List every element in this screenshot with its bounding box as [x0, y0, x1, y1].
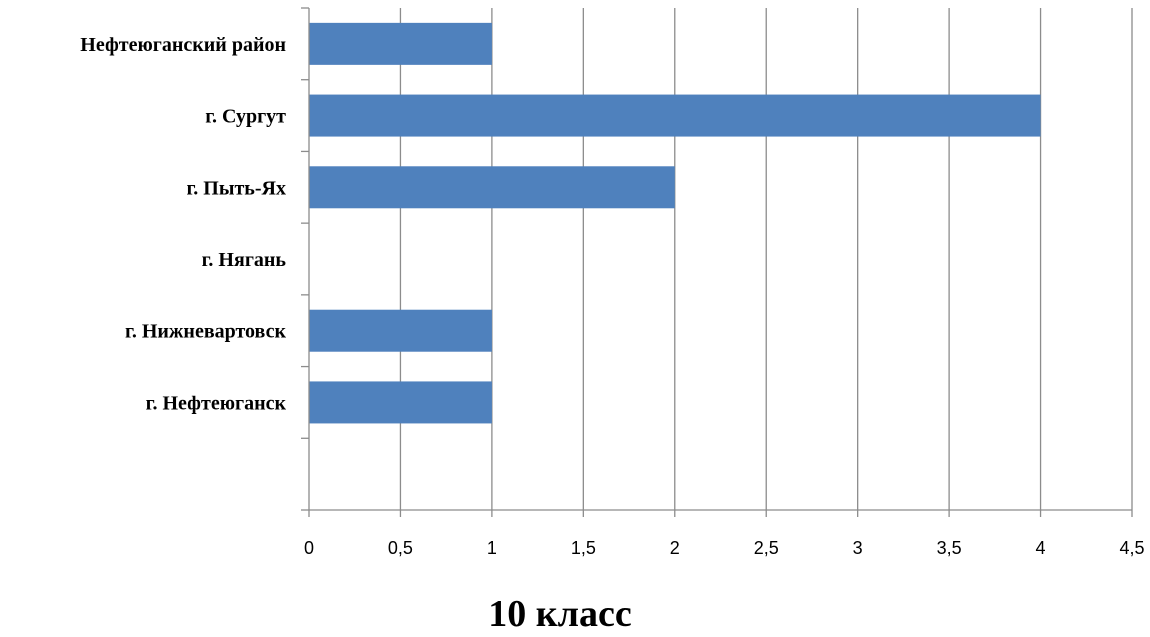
bar [309, 381, 492, 424]
category-label: г. Сургут [205, 106, 286, 128]
x-tick-label: 3 [853, 538, 863, 558]
category-label: г. Нягань [202, 249, 287, 271]
category-label: г. Нефтеюганск [146, 392, 287, 414]
bar [309, 166, 675, 209]
gridlines [399, 8, 1133, 510]
category-label: Нефтеюганский район [80, 34, 286, 56]
bar [309, 309, 492, 352]
axes [301, 7, 1133, 517]
x-tick-label: 3,5 [937, 538, 962, 558]
x-tick-label: 2,5 [754, 538, 779, 558]
x-tick-label: 1,5 [571, 538, 596, 558]
bar [309, 94, 1041, 137]
x-tick-label: 0,5 [388, 538, 413, 558]
x-tick-label: 2 [670, 538, 680, 558]
x-tick-label: 0 [304, 538, 314, 558]
bars [309, 22, 1041, 424]
bar [309, 22, 492, 65]
x-tick-label: 4,5 [1119, 538, 1144, 558]
x-tick-label: 1 [487, 538, 497, 558]
category-label: г. Пыть-Ях [186, 177, 286, 199]
x-tick-label: 4 [1036, 538, 1046, 558]
category-label: г. Нижневартовск [125, 321, 286, 343]
chart-title: 10 класс [488, 593, 631, 635]
labels: 0 0,5 1 1,5 2 2,5 3 3,5 4 4,5 Нефтеюганский район г… [80, 34, 1144, 558]
